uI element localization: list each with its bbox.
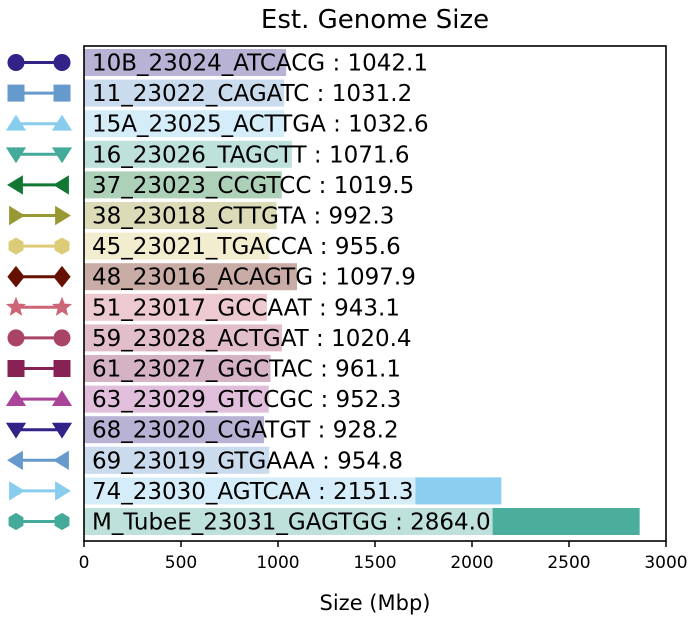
bar-label: 15A_23025_ACTTGA : 1032.6 <box>92 112 429 138</box>
x-tick-label: 1000 <box>256 553 299 573</box>
bar-label: 37_23023_CCGTCC : 1019.5 <box>92 173 414 199</box>
legend-marker-end <box>51 114 73 131</box>
x-tick-label: 0 <box>79 553 90 573</box>
bar-labels: 10B_23024_ATCACG : 1042.1 11_23022_CAGATC… <box>92 51 491 536</box>
x-tick-label: 2000 <box>450 553 493 573</box>
bar <box>84 171 282 199</box>
x-tick-label: 500 <box>165 553 197 573</box>
bar <box>84 416 265 444</box>
x-axis-title: Size (Mbp) <box>320 591 431 615</box>
legend-marker-end <box>55 205 71 226</box>
legend-marker-start <box>8 512 24 531</box>
bar-label: M_TubeE_23031_GAGTGG : 2864.0 <box>92 510 491 536</box>
legend-markers <box>5 54 73 531</box>
legend-marker-start <box>7 84 25 102</box>
bar <box>84 110 285 138</box>
bar-overflow <box>415 477 502 505</box>
legend-marker-start <box>7 175 23 195</box>
x-tick-label: 3000 <box>644 553 687 573</box>
chart-title: Est. Genome Size <box>261 5 489 35</box>
legend-marker-end <box>55 481 71 501</box>
legend-marker-end <box>51 390 73 406</box>
legend-marker-end <box>53 175 69 195</box>
bar-label: 48_23016_ACAGTG : 1097.9 <box>92 265 416 291</box>
legend-marker-start <box>7 265 25 288</box>
bar-label: 16_23026_TAGCTT : 1071.6 <box>92 142 409 168</box>
bar-label: 61_23027_GGCTAC : 961.1 <box>92 357 401 383</box>
bar <box>84 202 277 229</box>
bar <box>84 446 270 474</box>
bar <box>84 232 270 260</box>
legend-marker-start <box>5 114 27 131</box>
bar <box>84 293 267 321</box>
legend-marker-end <box>53 265 71 288</box>
legend-marker-end <box>51 422 73 439</box>
bar <box>84 140 292 168</box>
bar-label: 38_23018_CTTGTA : 992.3 <box>92 204 394 230</box>
legend-marker-start <box>9 205 25 226</box>
bars <box>84 49 640 535</box>
legend-marker-end <box>53 84 71 102</box>
bar-label: 59_23028_ACTGAT : 1020.4 <box>92 326 412 352</box>
legend-marker-start <box>7 329 25 347</box>
legend-marker-end <box>54 512 70 531</box>
legend-marker-start <box>8 237 24 255</box>
legend-marker-start <box>7 450 23 470</box>
bar-label: 63_23029_GTCCGC : 952.3 <box>92 387 401 413</box>
legend-marker-end <box>53 450 69 470</box>
bar <box>84 355 271 382</box>
bar <box>84 79 285 107</box>
bar <box>84 385 269 413</box>
legend-marker-start <box>5 147 27 164</box>
legend-marker-end <box>53 360 71 377</box>
legend-marker-start <box>9 481 25 501</box>
legend-marker-start <box>7 360 25 377</box>
legend-marker-start <box>5 390 27 406</box>
bar <box>84 49 287 76</box>
bar-label: 45_23021_TGACCA : 955.6 <box>92 234 401 260</box>
legend-marker-start <box>5 296 27 316</box>
bar-label: 68_23020_CGATGT : 928.2 <box>92 418 399 444</box>
legend-marker-end <box>51 147 73 164</box>
legend-marker-end <box>53 54 71 71</box>
x-tick-label: 1500 <box>353 553 396 573</box>
bar <box>84 324 282 352</box>
legend-marker-end <box>51 296 73 316</box>
bar-overflow <box>492 508 640 535</box>
x-axis-ticks: 0 500 1000 1500 2000 2500 3000 <box>79 541 688 573</box>
bar-label: 69_23019_GTGAAA : 954.8 <box>92 448 403 474</box>
x-tick-label: 2500 <box>547 553 590 573</box>
bar-label: 10B_23024_ATCACG : 1042.1 <box>92 51 428 77</box>
bar-label: 51_23017_GCCAAT : 943.1 <box>92 295 400 321</box>
bar-label: 11_23022_CAGATC : 1031.2 <box>92 81 412 107</box>
legend-marker-end <box>53 329 71 347</box>
bar-label: 74_23030_AGTCAA : 2151.3 <box>92 479 413 505</box>
bar <box>84 263 297 291</box>
legend-marker-start <box>5 422 27 439</box>
legend-marker-start <box>7 54 25 71</box>
legend-marker-end <box>54 237 70 255</box>
